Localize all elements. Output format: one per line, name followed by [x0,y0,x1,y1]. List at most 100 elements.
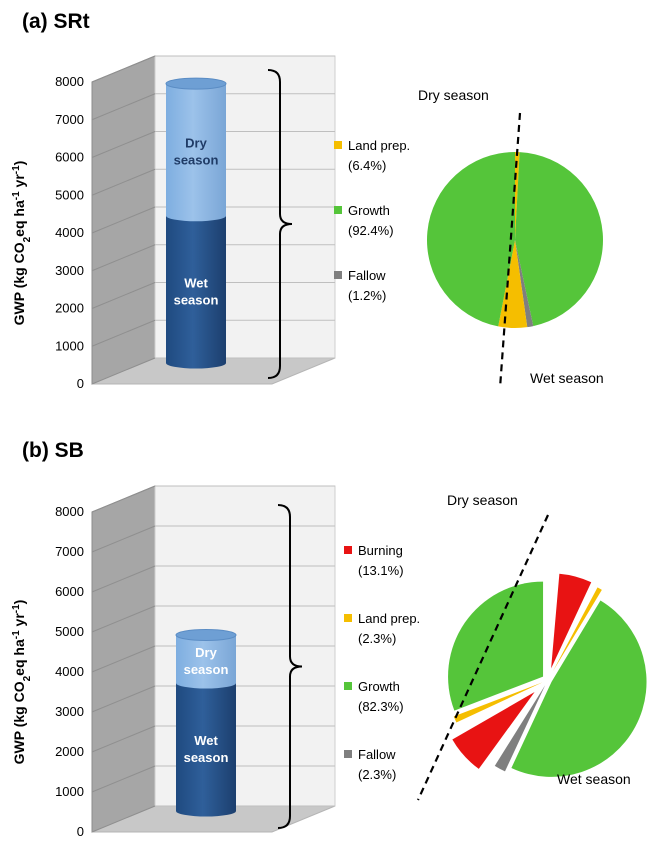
legend-swatch [334,141,342,149]
bar-top-cap [165,77,227,90]
legend-label: Fallow [348,268,386,283]
legend-label: Growth [358,679,400,694]
y-tick-label: 1000 [55,784,84,799]
gridline-side [91,645,156,673]
pie-slice-growth [427,152,515,327]
y-tick-label: 8000 [55,74,84,89]
pie-slice-burning [452,692,535,769]
y-axis-label-part: -1 [11,165,22,174]
dry-season-pie-label: Dry season [447,492,518,508]
legend-percent: (6.4%) [348,158,386,173]
y-axis-label-part: eq ha [11,639,27,676]
y-tick-label: 0 [77,376,84,391]
panel-a: (a) SRt 0 1000 2000 3000 4000 5000 6000 7000 8000… [11,10,604,391]
legend-swatch [334,271,342,279]
wet-season-pie-label: Wet season [530,370,604,386]
gridline-side [91,725,156,753]
y-tick-label: 7000 [55,544,84,559]
wet-season-label: Wet [184,275,208,290]
y-axis-label-part: -1 [11,604,22,613]
legend-swatch [344,546,352,554]
y-tick-label: 0 [77,824,84,839]
y-tick-label: 2000 [55,301,84,316]
y-tick-label: 3000 [55,704,84,719]
pie-slice-fallow [515,240,534,328]
legend-swatch [334,206,342,214]
panel-title: (b) SB [22,439,84,462]
y-tick-label: 7000 [55,112,84,127]
bar-wet-season [166,215,227,369]
y-axis-label-part: GWP (kg CO [11,681,27,764]
legend-label: Land prep. [348,138,410,153]
gridline-side [91,765,156,793]
y-tick-label: 6000 [55,584,84,599]
pie-slice-land-prep [453,682,543,723]
legend-percent: (13.1%) [358,563,404,578]
gridline-side [91,244,156,272]
y-axis-label-part: yr [11,613,27,631]
y-tick-label: 3000 [55,263,84,278]
gridline-side [91,319,156,347]
legend-percent: (2.3%) [358,767,396,782]
y-tick-label: 2000 [55,744,84,759]
legend-percent: (2.3%) [358,631,396,646]
dry-season-label: Dry [185,136,207,151]
y-axis-label-part: ) [11,600,27,605]
legend-percent: (1.2%) [348,288,386,303]
wet-season-pie-label: Wet season [557,771,631,787]
gridline-side [91,357,156,385]
legend-percent: (92.4%) [348,223,394,238]
gridline-side [91,805,156,833]
pie-slice-land-prep [552,587,602,672]
legend-label: Land prep. [358,611,420,626]
y-axis-label-part: GWP (kg CO [11,242,27,325]
y-axis-label-part: 2 [22,675,33,681]
gridline-side [91,206,156,234]
y-axis-label-part: 2 [22,236,33,242]
gridline-side [91,93,156,121]
legend-swatch [344,750,352,758]
legend-label: Burning [358,543,403,558]
season-divider [416,514,550,801]
y-axis-label-part: -1 [11,630,22,639]
y-axis-label-part: -1 [11,191,22,200]
gridline-side [91,282,156,309]
gridline-side [91,131,156,158]
panel-title: (a) SRt [22,10,90,33]
season-divider [498,112,522,389]
y-axis-label-part: ) [11,161,27,166]
y-axis-label: GWP (kg CO2eq ha-1 yr-1) [11,600,33,765]
dry-season-label: Dry [195,645,217,660]
y-tick-label: 5000 [55,187,84,202]
pie-slice-growth [511,600,647,777]
dry-season-label: season [174,153,219,168]
gridline-side [91,605,156,633]
y-tick-label: 6000 [55,150,84,165]
dry-season-pie-label: Dry season [418,87,489,103]
pie-slice-growth [448,581,544,711]
panel-b: (b) SB 0 1000 2000 3000 4000 5000 6000 7000 8000 G… [11,439,647,839]
wet-season-label: season [184,750,229,765]
brace [277,504,303,829]
y-tick-label: 1000 [55,338,84,353]
pie-slice-fallow [494,685,546,772]
pie-slice-burning [551,573,592,669]
y-tick-label: 5000 [55,624,84,639]
bar-top-cap [175,629,237,641]
gridline-side [91,168,156,196]
legend-label: Fallow [358,747,396,762]
y-tick-label: 4000 [55,664,84,679]
gridline-side [91,55,156,83]
y-tick-label: 8000 [55,504,84,519]
brace [267,69,293,379]
wet-season-label: Wet [194,733,218,748]
legend-swatch [344,682,352,690]
y-tick-label: 4000 [55,225,84,240]
bar-wet-season [176,683,236,817]
pie-slice-growth [515,152,604,327]
y-axis-label: GWP (kg CO2eq ha-1 yr-1) [11,161,33,326]
gridline-side [91,685,156,713]
legend-label: Growth [348,203,390,218]
gridline-side [91,525,156,553]
